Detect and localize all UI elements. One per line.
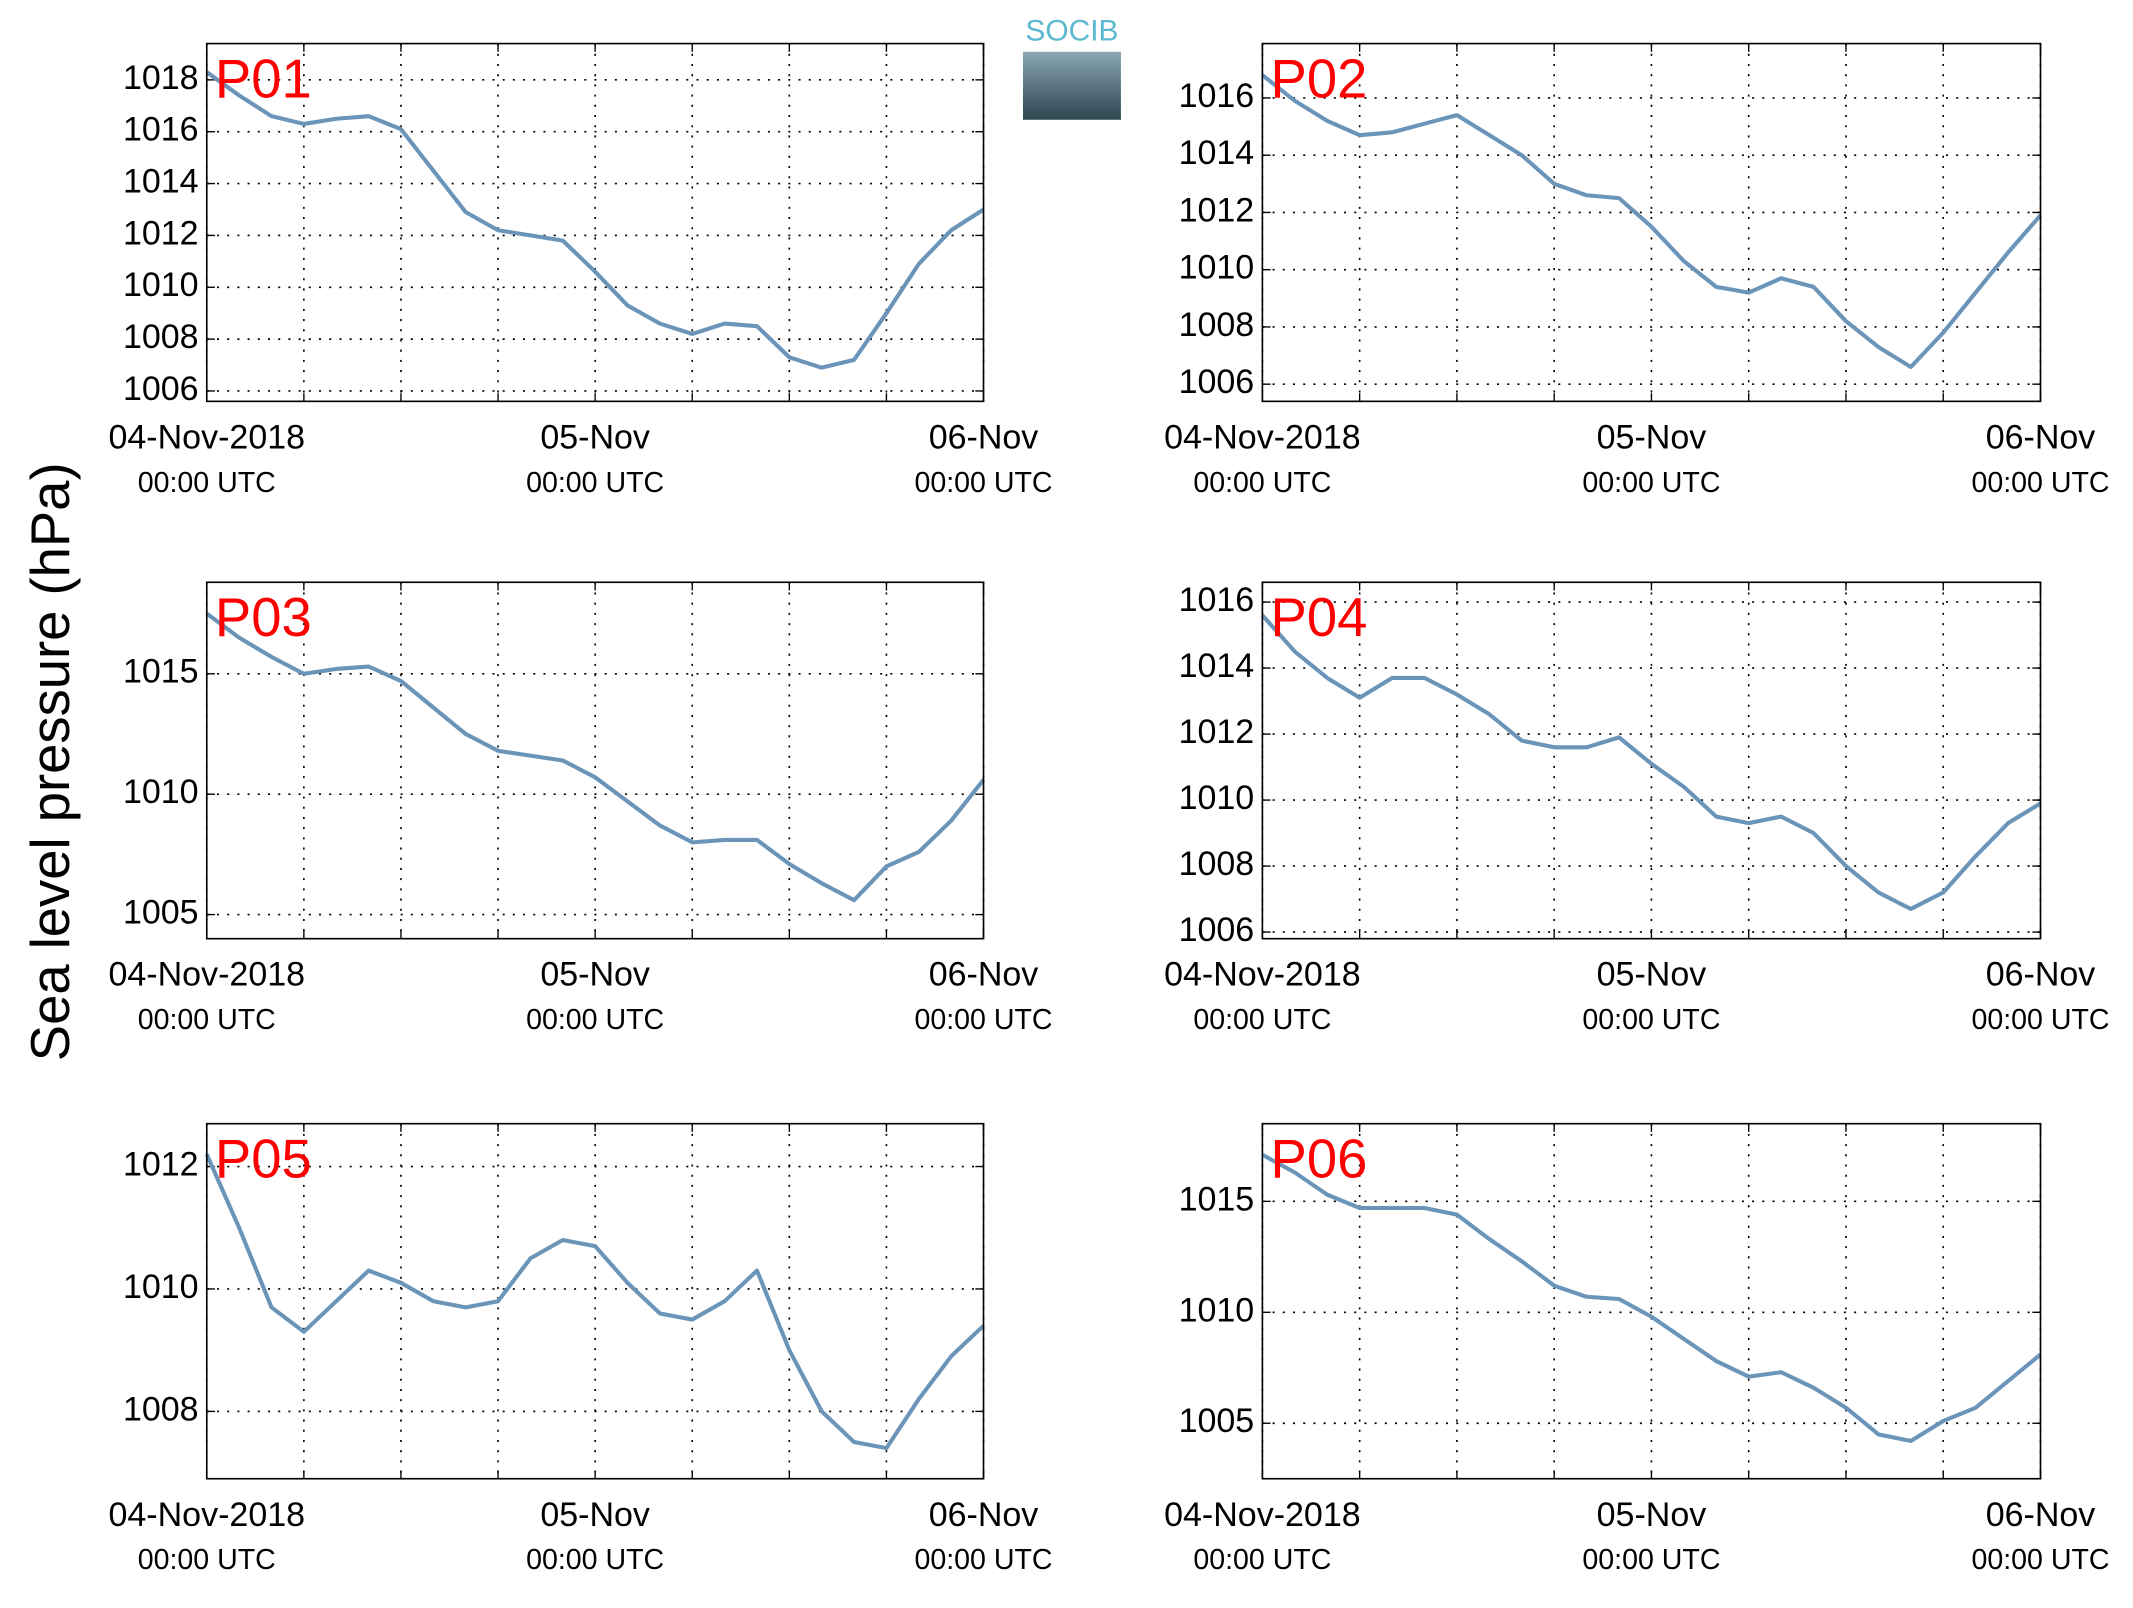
x-tick-sublabel: 00:00 UTC bbox=[1582, 467, 1720, 499]
y-tick-label: 1015 bbox=[1179, 1180, 1255, 1218]
y-tick-label: 1010 bbox=[123, 773, 199, 811]
plot-frame bbox=[205, 581, 985, 940]
x-tick-sublabel: 00:00 UTC bbox=[1971, 1004, 2109, 1036]
panel-label: P02 bbox=[1271, 48, 1368, 109]
series-line bbox=[1260, 613, 2042, 912]
panel-label: P04 bbox=[1271, 587, 1368, 648]
x-tick-sublabel: 00:00 UTC bbox=[1971, 1544, 2109, 1576]
y-axis-title: Sea level pressure (hPa) bbox=[20, 462, 81, 1061]
x-tick-sublabel: 00:00 UTC bbox=[1193, 467, 1331, 499]
y-tick-label: 1016 bbox=[1179, 77, 1255, 115]
y-tick-label: 1005 bbox=[1179, 1402, 1255, 1440]
x-tick-sublabel: 00:00 UTC bbox=[1193, 1004, 1331, 1036]
x-tick-label: 05-Nov bbox=[540, 1496, 650, 1534]
plot-frame bbox=[1261, 42, 2042, 403]
plot-frame bbox=[1261, 581, 2042, 940]
x-tick-sublabel: 00:00 UTC bbox=[914, 1004, 1052, 1036]
y-tick-label: 1010 bbox=[1179, 1291, 1255, 1329]
y-tick-label: 1006 bbox=[1179, 363, 1255, 401]
plot-area bbox=[1262, 582, 2041, 939]
plot-area bbox=[1262, 43, 2041, 402]
y-tick-label: 1016 bbox=[1179, 581, 1255, 619]
x-tick-sublabel: 00:00 UTC bbox=[1193, 1544, 1331, 1576]
x-tick-label: 04-Nov-2018 bbox=[108, 1496, 305, 1534]
x-tick-label: 04-Nov-2018 bbox=[108, 956, 305, 994]
y-tick-label: 1005 bbox=[123, 894, 199, 932]
logo-mark bbox=[1022, 51, 1121, 120]
x-tick-label: 04-Nov-2018 bbox=[1164, 418, 1361, 456]
y-tick-label: 1008 bbox=[1179, 306, 1255, 344]
x-tick-sublabel: 00:00 UTC bbox=[1582, 1544, 1720, 1576]
panel-label: P01 bbox=[215, 48, 312, 109]
y-tick-label: 1006 bbox=[1179, 911, 1255, 949]
y-tick-label: 1014 bbox=[123, 163, 199, 201]
x-tick-label: 06-Nov bbox=[1986, 956, 2096, 994]
plot-frame bbox=[205, 42, 985, 403]
x-tick-label: 05-Nov bbox=[1597, 418, 1707, 456]
x-tick-sublabel: 00:00 UTC bbox=[526, 1004, 664, 1036]
x-tick-label: 05-Nov bbox=[1597, 1496, 1707, 1534]
x-tick-label: 04-Nov-2018 bbox=[1164, 956, 1361, 994]
series-line bbox=[205, 611, 986, 903]
x-tick-label: 05-Nov bbox=[540, 418, 650, 456]
x-tick-label: 04-Nov-2018 bbox=[108, 418, 305, 456]
y-tick-label: 1015 bbox=[123, 653, 199, 691]
y-tick-label: 1012 bbox=[123, 1146, 199, 1184]
x-tick-sublabel: 00:00 UTC bbox=[138, 1544, 276, 1576]
panel-label: P03 bbox=[215, 587, 312, 648]
y-tick-label: 1012 bbox=[1179, 191, 1255, 229]
y-tick-label: 1018 bbox=[123, 59, 199, 97]
y-tick-label: 1006 bbox=[123, 370, 199, 408]
plot-area bbox=[206, 43, 984, 402]
y-tick-label: 1016 bbox=[123, 111, 199, 149]
series-line bbox=[204, 1153, 985, 1451]
x-tick-sublabel: 00:00 UTC bbox=[1582, 1004, 1720, 1036]
x-tick-label: 06-Nov bbox=[929, 956, 1039, 994]
series-line bbox=[1261, 1152, 2042, 1444]
x-tick-label: 06-Nov bbox=[1986, 1496, 2096, 1534]
y-tick-label: 1012 bbox=[1179, 713, 1255, 751]
y-tick-label: 1014 bbox=[1179, 647, 1255, 685]
plot-frame bbox=[205, 1122, 985, 1480]
x-tick-sublabel: 00:00 UTC bbox=[138, 1004, 276, 1036]
x-tick-sublabel: 00:00 UTC bbox=[914, 1544, 1052, 1576]
y-tick-label: 1008 bbox=[123, 318, 199, 356]
x-tick-label: 06-Nov bbox=[1986, 418, 2096, 456]
y-tick-label: 1012 bbox=[123, 214, 199, 252]
series-line bbox=[205, 70, 985, 370]
panel-label: P05 bbox=[215, 1129, 312, 1190]
y-tick-label: 1014 bbox=[1179, 134, 1255, 172]
x-tick-label: 05-Nov bbox=[1597, 956, 1707, 994]
y-tick-label: 1010 bbox=[1179, 779, 1255, 817]
plot-area bbox=[206, 1123, 984, 1479]
x-tick-label: 06-Nov bbox=[929, 1496, 1039, 1534]
x-tick-sublabel: 00:00 UTC bbox=[526, 1544, 664, 1576]
x-tick-label: 05-Nov bbox=[540, 956, 650, 994]
x-tick-sublabel: 00:00 UTC bbox=[914, 467, 1052, 499]
x-tick-label: 06-Nov bbox=[929, 418, 1039, 456]
y-tick-label: 1010 bbox=[1179, 249, 1255, 287]
y-tick-label: 1010 bbox=[123, 1268, 199, 1306]
y-tick-label: 1008 bbox=[123, 1390, 199, 1428]
logo-text: SOCIB bbox=[1025, 15, 1118, 48]
x-tick-sublabel: 00:00 UTC bbox=[526, 467, 664, 499]
y-tick-label: 1008 bbox=[1179, 845, 1255, 883]
x-tick-sublabel: 00:00 UTC bbox=[1971, 467, 2109, 499]
plot-area bbox=[1262, 1123, 2041, 1479]
plot-frame bbox=[1261, 1122, 2042, 1480]
x-tick-sublabel: 00:00 UTC bbox=[138, 467, 276, 499]
y-tick-label: 1010 bbox=[123, 266, 199, 304]
panel-label: P06 bbox=[1271, 1129, 1368, 1190]
series-line bbox=[1261, 73, 2043, 370]
x-tick-label: 04-Nov-2018 bbox=[1164, 1496, 1361, 1534]
